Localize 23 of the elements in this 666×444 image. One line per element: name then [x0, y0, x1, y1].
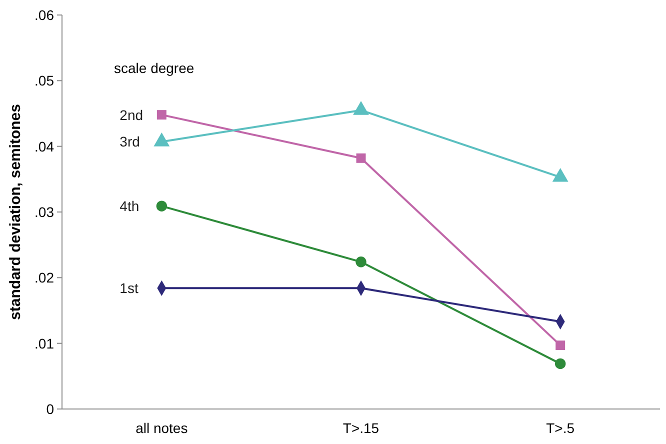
y-axis-title: standard deviation, semitones [7, 104, 24, 320]
y-tick-label: .02 [34, 270, 54, 286]
x-tick-label: T>.15 [342, 420, 380, 436]
point [554, 358, 566, 370]
series-label: 4th [120, 198, 140, 214]
point [356, 153, 366, 163]
series-label: 2nd [120, 106, 144, 123]
legend-title: scale degree [114, 60, 194, 76]
point [156, 200, 168, 212]
point [353, 101, 369, 115]
y-tick-label: .03 [34, 204, 54, 220]
x-tick-label: all notes [136, 420, 188, 436]
series-label: 1st [120, 280, 138, 296]
point [556, 340, 566, 350]
x-tick-label: T>.5 [546, 420, 575, 436]
y-tick-label: .01 [34, 335, 54, 352]
y-tick-label: 0 [46, 401, 54, 417]
series-label: 3rd [120, 134, 140, 150]
y-tick-label: .04 [34, 138, 54, 154]
point [356, 256, 366, 268]
y-tick-label: .05 [34, 72, 54, 89]
point [156, 110, 166, 120]
y-tick-label: .06 [34, 7, 54, 23]
